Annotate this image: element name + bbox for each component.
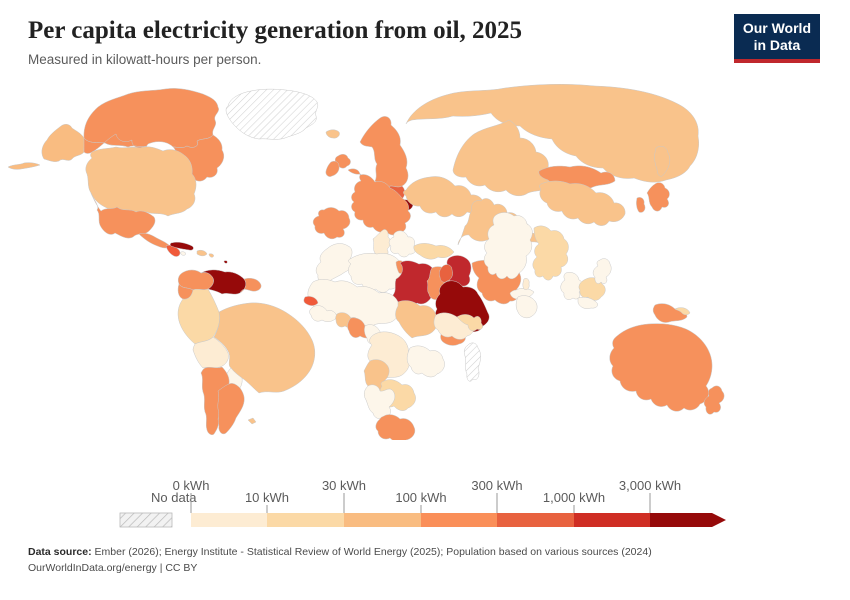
svg-text:10 kWh: 10 kWh [245, 490, 289, 505]
svg-text:100 kWh: 100 kWh [395, 490, 446, 505]
svg-text:0 kWh: 0 kWh [173, 478, 210, 493]
svg-text:1,000 kWh: 1,000 kWh [543, 490, 605, 505]
svg-text:3,000 kWh: 3,000 kWh [619, 478, 681, 493]
svg-text:300 kWh: 300 kWh [471, 478, 522, 493]
svg-text:30 kWh: 30 kWh [322, 478, 366, 493]
